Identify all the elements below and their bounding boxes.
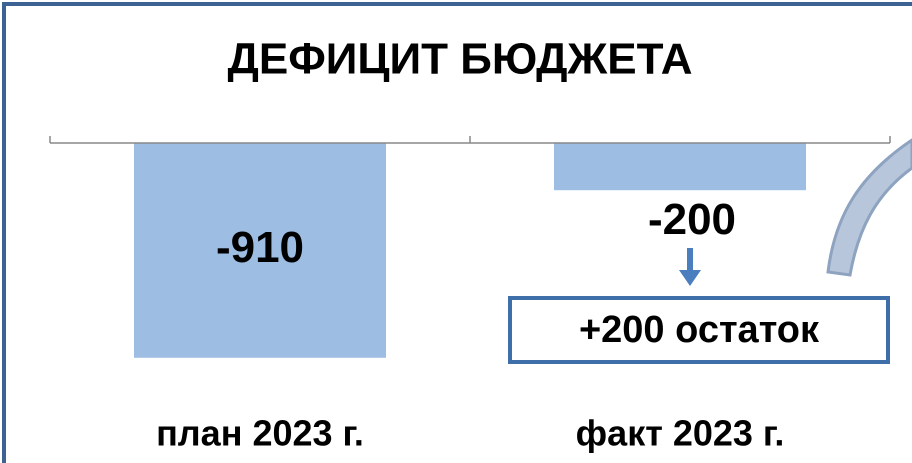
decor-arc <box>828 140 912 275</box>
plot: -910 план 2023 г. -200 факт 2023 г. <box>50 136 890 454</box>
chart: ДЕФИЦИТ БЮДЖЕТА -910 план 2023 г. -200 факт… <box>0 0 912 463</box>
x-tick-label: план 2023 г. <box>156 413 364 454</box>
arrow-head <box>679 270 701 286</box>
value-label: -910 <box>216 223 304 272</box>
chart-title: ДЕФИЦИТ БЮДЖЕТА <box>228 35 693 84</box>
annotation: +200 остаток <box>579 309 820 351</box>
x-tick-label: факт 2023 г. <box>576 413 785 454</box>
bar <box>554 143 806 190</box>
value-label: -200 <box>648 195 736 244</box>
